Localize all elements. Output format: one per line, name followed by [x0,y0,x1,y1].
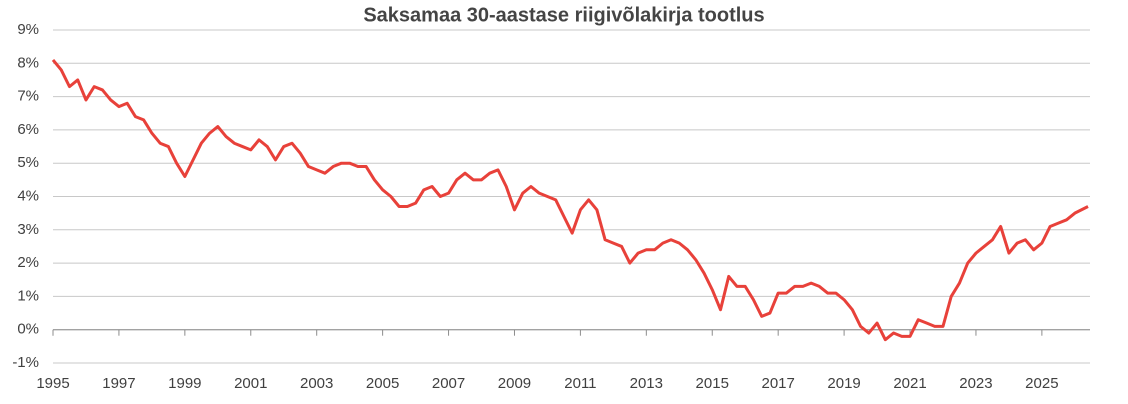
x-tick-label: 2013 [630,375,663,392]
y-tick-label: 8% [17,54,39,71]
y-tick-label: 6% [17,121,39,138]
x-tick-label: 2025 [1025,375,1058,392]
y-tick-label: 5% [17,154,39,171]
x-tick-label: 2001 [234,375,267,392]
y-tick-label: 4% [17,187,39,204]
x-tick-label: 2021 [893,375,926,392]
x-tick-label: 2017 [761,375,794,392]
x-tick-label: 2003 [300,375,333,392]
x-tick-label: 2011 [564,375,596,392]
x-tick-label: 1999 [168,375,201,392]
y-tick-label: 2% [17,254,39,271]
y-tick-label: -1% [12,354,39,371]
x-tick-label: 2019 [827,375,860,392]
line-series [51,59,1089,342]
y-tick-label: 0% [17,321,39,338]
x-tick-label: 2005 [366,375,399,392]
x-tick-label: 2015 [696,375,729,392]
x-tick-label: 2007 [432,375,465,392]
x-tick-label: 2009 [498,375,531,392]
y-tick-label: 1% [17,287,39,304]
x-tick-label: 2023 [959,375,992,392]
x-tick-label: 1997 [102,375,135,392]
x-tick-label: 1995 [36,375,69,392]
y-tick-label: 3% [17,221,39,238]
y-tick-label: 9% [17,21,39,38]
y-tick-label: 7% [17,88,39,105]
chart-title: Saksamaa 30-aastase riigivõlakirja tootl… [363,4,764,26]
